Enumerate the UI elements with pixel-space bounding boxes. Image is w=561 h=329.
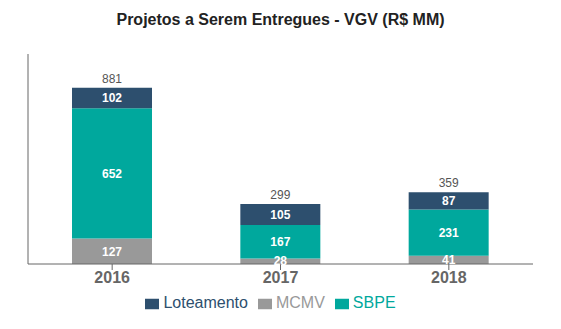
svg-text:359: 359 [439,176,459,190]
svg-text:28: 28 [274,254,288,268]
svg-text:652: 652 [102,167,122,181]
svg-text:2018: 2018 [431,269,467,286]
svg-text:231: 231 [439,226,459,240]
svg-text:167: 167 [270,235,290,249]
html-text:SBPE: SBPE [352,294,396,311]
svg-text:105: 105 [270,208,290,222]
svg-text:102: 102 [102,91,122,105]
svg-text:41: 41 [442,253,456,267]
svg-text:299: 299 [270,188,290,202]
svg-text:87: 87 [442,194,456,208]
svg-text:2017: 2017 [263,269,299,286]
svg-text:2016: 2016 [94,269,130,286]
html-text:MCMV: MCMV [276,294,325,311]
svg-text:127: 127 [102,245,122,259]
svg-text:881: 881 [102,72,122,86]
html-text:Projetos a Serem Entregues - V: Projetos a Serem Entregues - VGV (R$ MM) [116,11,445,28]
html-text:Loteamento: Loteamento [163,294,248,311]
